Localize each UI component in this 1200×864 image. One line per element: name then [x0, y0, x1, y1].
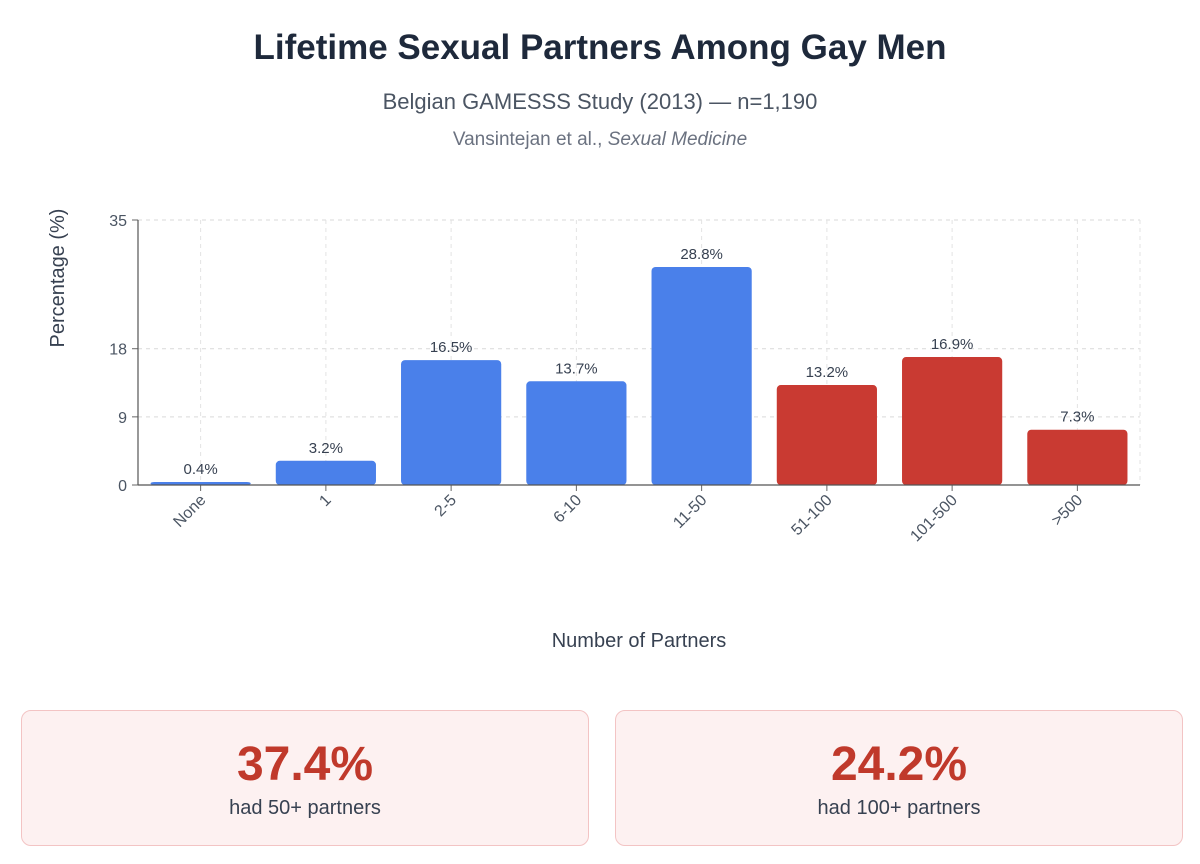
- chart-subtitle: Belgian GAMESSS Study (2013) — n=1,190: [382, 89, 818, 114]
- stat-value-50-plus: 37.4%: [236, 738, 374, 791]
- chart-title: Lifetime Sexual Partners Among Gay Men: [253, 28, 947, 67]
- data-label: 16.5%: [430, 339, 473, 356]
- stat-label-100-plus: had 100+ partners: [817, 797, 981, 819]
- citation-authors: Vansintejan et al.,: [452, 129, 603, 150]
- bar-51-100: [776, 385, 877, 485]
- stat-value-100-plus: 24.2%: [830, 738, 968, 791]
- bar-101-500: [902, 357, 1003, 485]
- bar-None: [150, 481, 251, 485]
- y-tick-label: 9: [118, 410, 127, 427]
- data-label: 0.4%: [184, 461, 218, 478]
- bar-chart: 0 9 18 35 0.4% None 3.2% 1 16.5% 2-5 13.7% 6-10 28.8…: [47, 209, 1141, 652]
- bar->500: [1027, 429, 1128, 485]
- data-label: 16.9%: [931, 336, 974, 353]
- x-tick-label: 11-50: [670, 492, 710, 532]
- x-axis-title: Number of Partners: [552, 630, 727, 652]
- x-tick-label: 101-500: [907, 492, 961, 546]
- stat-card-100-plus: 24.2% had 100+ partners: [615, 710, 1183, 846]
- citation-journal: Sexual Medicine: [607, 129, 748, 150]
- chart-citation: Vansintejan et al., Sexual Medicine: [0, 129, 1200, 151]
- y-tick-label: 18: [109, 342, 127, 359]
- bar-1: [275, 460, 376, 485]
- data-label: 7.3%: [1060, 409, 1094, 426]
- y-tick-label: 0: [118, 478, 127, 495]
- x-tick-label: 1: [316, 492, 334, 510]
- stat-label-50-plus: had 50+ partners: [229, 797, 381, 819]
- x-tick-label: 51-100: [788, 492, 835, 539]
- y-axis-title: Percentage (%): [47, 209, 69, 348]
- data-label: 28.8%: [680, 246, 723, 263]
- data-label: 3.2%: [309, 440, 343, 457]
- data-label: 13.7%: [555, 360, 598, 377]
- bar-6-10: [526, 381, 627, 485]
- x-tick-label: 2-5: [432, 492, 460, 520]
- stat-card-50-plus: 37.4% had 50+ partners: [21, 710, 589, 846]
- bar-2-5: [401, 360, 502, 485]
- data-label: 13.2%: [806, 364, 849, 381]
- x-tick-label: 6-10: [551, 492, 586, 527]
- y-tick-label: 35: [109, 213, 127, 230]
- bar-11-50: [651, 266, 752, 485]
- x-tick-label: None: [170, 492, 209, 531]
- x-tick-label: >500: [1049, 492, 1087, 530]
